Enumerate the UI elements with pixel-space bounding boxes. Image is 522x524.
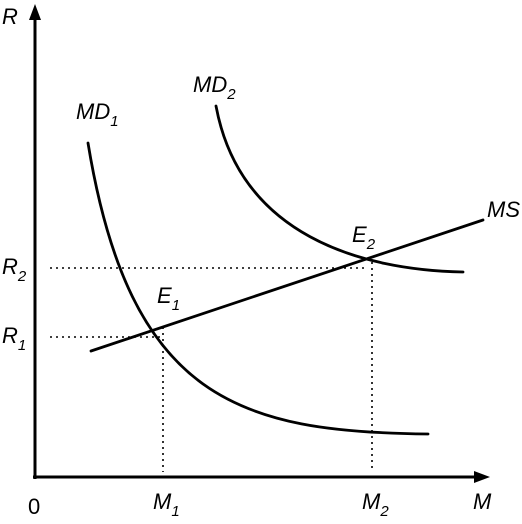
md1-curve <box>86 141 430 436</box>
x-axis-label: M <box>473 489 492 514</box>
ms-label: MS <box>487 197 520 222</box>
e2-label: E2 <box>352 222 376 253</box>
axes <box>33 16 478 479</box>
guide-lines <box>50 262 373 472</box>
curves <box>86 104 485 436</box>
m1-label: M1 <box>153 489 180 520</box>
md1-label: MD1 <box>76 99 119 130</box>
y-axis-arrowhead <box>29 4 41 20</box>
md2-label: MD2 <box>193 72 236 103</box>
x-axis-arrowhead <box>474 471 490 483</box>
m2-label: M2 <box>362 489 389 520</box>
origin-label: 0 <box>28 494 40 519</box>
r1-label: R1 <box>2 323 26 354</box>
y-axis-label: R <box>2 4 18 29</box>
md2-curve <box>214 104 465 274</box>
ms-curve <box>89 218 485 353</box>
e1-label: E1 <box>157 283 180 314</box>
r2-label: R2 <box>2 254 27 285</box>
